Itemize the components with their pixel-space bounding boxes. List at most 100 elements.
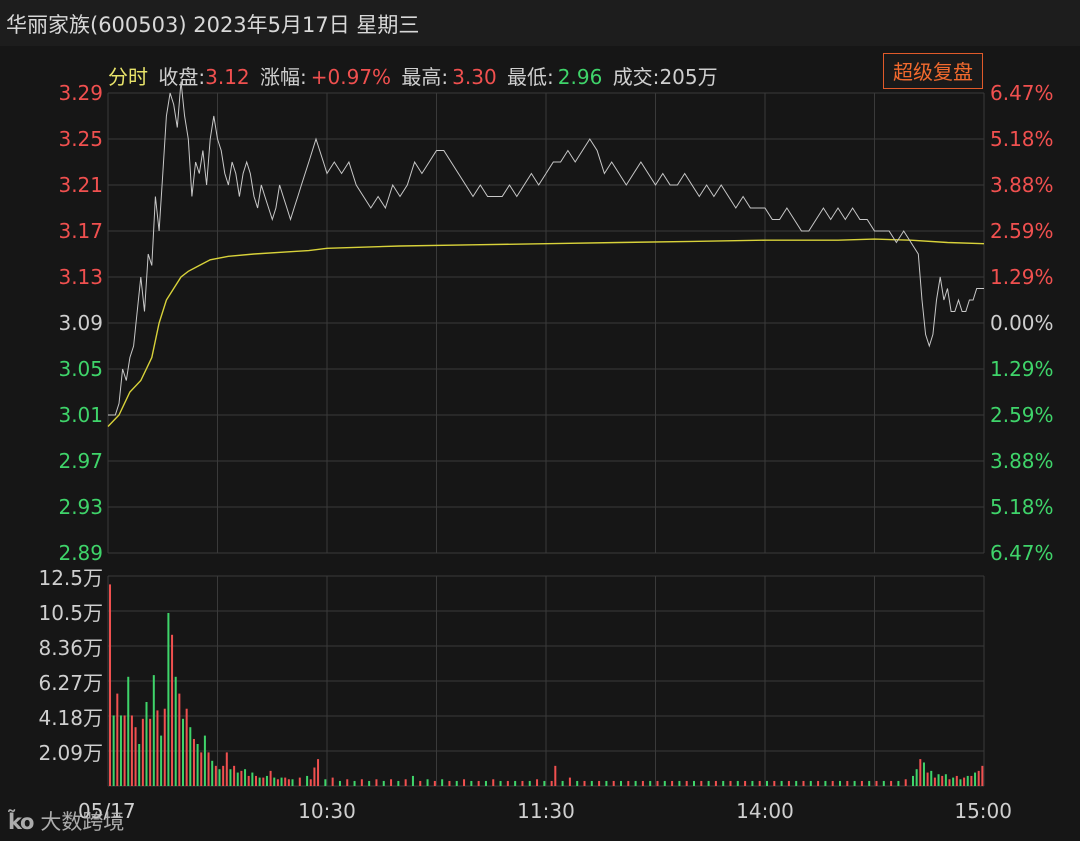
volume-bar	[860, 780, 863, 786]
volume-bar	[620, 780, 623, 786]
volume-bar	[222, 765, 225, 786]
volume-bar	[499, 780, 502, 786]
percent-tick-label: 2.59%	[990, 403, 1054, 427]
price-tick-label: 3.13	[58, 265, 103, 289]
volume-bar	[506, 780, 509, 786]
volume-bar	[897, 780, 900, 786]
volume-bar	[189, 727, 192, 786]
time-tick-label: 14:00	[736, 799, 794, 823]
volume-bar	[236, 772, 239, 786]
volume-bar	[955, 775, 958, 786]
volume-bar	[390, 779, 393, 786]
volume-bar	[138, 744, 141, 786]
volume-bar	[309, 779, 312, 786]
volume-bar	[926, 772, 929, 786]
volume-label: 成交:	[612, 65, 660, 89]
volume-bar	[255, 775, 258, 786]
volume-bar	[492, 779, 495, 786]
volume-bar	[817, 780, 820, 786]
volume-bar	[974, 772, 977, 786]
low-label: 最低:	[507, 65, 554, 89]
volume-bar	[368, 780, 371, 786]
volume-bar	[284, 777, 287, 786]
volume-bar	[247, 775, 250, 786]
volume-bar	[338, 780, 341, 786]
volume-bar	[795, 780, 798, 786]
volume-bar	[970, 775, 973, 786]
volume-bar	[751, 780, 754, 786]
volume-bar	[470, 780, 473, 786]
volume-bar	[627, 780, 630, 786]
volume-bar	[207, 752, 210, 786]
percent-tick-label: 5.18%	[990, 127, 1054, 151]
volume-bar	[583, 780, 586, 786]
volume-bar	[922, 762, 925, 786]
volume-bar	[809, 780, 812, 786]
volume-bar	[244, 769, 247, 786]
volume-bar	[714, 780, 717, 786]
volume-bar	[174, 676, 177, 786]
volume-bar	[890, 780, 893, 786]
high-value: 3.30	[452, 65, 497, 89]
volume-bar	[605, 780, 608, 786]
volume-tick-label: 10.5万	[38, 601, 103, 625]
volume-bar	[484, 780, 487, 786]
volume-bar	[663, 780, 666, 786]
volume-bar	[550, 780, 553, 786]
volume-bar	[258, 777, 261, 786]
price-tick-label: 3.21	[58, 173, 103, 197]
volume-bar	[780, 780, 783, 786]
volume-bar	[930, 770, 933, 786]
volume-bar	[455, 780, 458, 786]
mode-label[interactable]: 分时	[108, 65, 148, 89]
volume-bar	[317, 759, 320, 786]
volume-bar	[831, 780, 834, 786]
volume-bar	[773, 780, 776, 786]
volume-bar	[123, 715, 126, 786]
volume-bar	[952, 777, 955, 786]
volume-bar	[736, 780, 739, 786]
price-tick-label: 3.01	[58, 403, 103, 427]
volume-bar	[959, 779, 962, 786]
volume-bar	[273, 777, 276, 786]
volume-bar	[904, 779, 907, 786]
volume-bar	[944, 774, 947, 786]
volume-bar	[707, 780, 710, 786]
volume-bar	[766, 780, 769, 786]
volume-bar	[612, 780, 615, 786]
volume-bar	[214, 765, 217, 786]
percent-tick-label: 2.59%	[990, 219, 1054, 243]
volume-bar	[404, 779, 407, 786]
volume-tick-label: 6.27万	[38, 671, 103, 695]
volume-bar	[269, 770, 272, 786]
volume-bar	[251, 772, 254, 786]
volume-bar	[192, 738, 195, 786]
volume-bar	[163, 708, 166, 786]
volume-bar	[521, 780, 524, 786]
volume-bar	[912, 775, 915, 786]
super-review-button[interactable]: 超级复盘	[883, 53, 983, 89]
volume-bar	[729, 780, 732, 786]
percent-tick-label: 5.18%	[990, 495, 1054, 519]
percent-tick-label: 6.47%	[990, 81, 1054, 105]
volume-bar	[346, 779, 349, 786]
volume-bar	[225, 752, 228, 786]
volume-bar	[868, 780, 871, 786]
percent-tick-label: 1.29%	[990, 357, 1054, 381]
volume-bar	[229, 769, 232, 786]
price-line	[108, 81, 984, 416]
price-tick-label: 2.97	[58, 449, 103, 473]
volume-bar	[127, 676, 130, 786]
volume-bar	[693, 780, 696, 786]
volume-bar	[280, 777, 283, 786]
volume-bar	[411, 775, 414, 786]
volume-bar	[576, 780, 579, 786]
volume-bar	[324, 779, 327, 786]
volume-bar	[160, 735, 163, 786]
volume-bar	[185, 708, 188, 786]
volume-bar	[981, 765, 984, 786]
volume-bar	[360, 779, 363, 786]
percent-tick-label: 0.00%	[990, 311, 1054, 335]
volume-bar	[685, 780, 688, 786]
